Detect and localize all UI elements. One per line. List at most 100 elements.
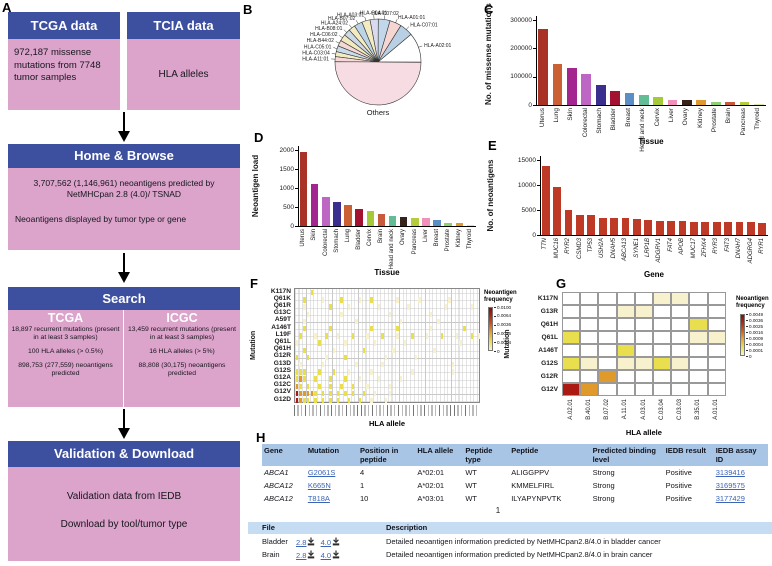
heat-cell xyxy=(671,305,690,318)
file-table-header: File Description xyxy=(248,522,772,534)
download-icon[interactable] xyxy=(332,537,340,546)
heat-cell xyxy=(303,390,306,397)
legend-tick-mark xyxy=(746,350,748,351)
pie-label: HLA-B44:02 xyxy=(307,38,334,44)
heatmap-row-label: G13C xyxy=(273,309,291,317)
heat-cell xyxy=(332,369,336,375)
mutation-link[interactable]: G2061S xyxy=(307,467,336,477)
bar xyxy=(710,101,721,105)
search-title: Search xyxy=(8,287,240,310)
heat-cell xyxy=(689,305,708,318)
bar xyxy=(610,90,620,105)
heat-cell xyxy=(340,311,343,318)
table-column-header: Mutation xyxy=(305,444,358,466)
download-icon[interactable] xyxy=(332,550,340,559)
search-tcga-line2: 100 HLA alleles (> 0.5%) xyxy=(28,348,103,355)
heat-cell xyxy=(355,361,358,368)
legend-tick-label: 0.0025 xyxy=(749,323,764,329)
search-icgc-line1: 13,459 recurrent mutations (present in a… xyxy=(127,326,237,341)
pie-label: HLA-C03:04 xyxy=(302,51,330,57)
mutation-link[interactable]: T818A xyxy=(307,493,330,503)
bar xyxy=(422,218,430,226)
iedb-assay-link[interactable]: 3139416 xyxy=(715,467,745,477)
table-column-header: Gene xyxy=(262,444,306,466)
legend-tick-mark xyxy=(494,333,496,335)
heatmap-row-label: G12R xyxy=(273,352,291,360)
heatmap-row-label: G12C xyxy=(273,381,291,389)
heat-cell xyxy=(299,383,302,390)
bar xyxy=(366,211,375,226)
file-description: Detailed neoantigen information predicte… xyxy=(386,537,661,546)
x-tick-label: B.40.01 xyxy=(586,399,592,420)
bar xyxy=(633,218,641,235)
file-version-link[interactable]: 2.8 xyxy=(296,538,307,547)
heatmap-row-label: A146T xyxy=(271,323,291,331)
heat-cell xyxy=(344,354,347,361)
heat-cell xyxy=(580,331,599,344)
download-icon[interactable] xyxy=(307,550,315,559)
heat-cell xyxy=(562,344,581,357)
heat-cell xyxy=(689,318,708,331)
heat-cell xyxy=(671,292,690,305)
heat-cell xyxy=(303,325,306,332)
file-version-link[interactable]: 2.8 xyxy=(296,551,307,560)
description-column-header: Description xyxy=(386,523,428,532)
heat-cell xyxy=(306,390,310,397)
heat-cell xyxy=(318,383,321,390)
y-axis-title: Mutation xyxy=(250,331,258,361)
pie-leader-line xyxy=(333,47,338,49)
heat-cell xyxy=(437,318,440,325)
tcga-data-body: 972,187 missense mutations from 7748 tum… xyxy=(8,39,120,110)
iedb-assay-link[interactable]: 3177429 xyxy=(715,493,745,503)
legend-tick-mark xyxy=(746,320,748,321)
file-tumor-type: Brain xyxy=(262,550,280,559)
bar xyxy=(690,221,698,235)
pie-leader-line xyxy=(356,20,359,24)
y-tick-mark xyxy=(295,169,298,170)
y-tick-label: 0 xyxy=(528,101,532,109)
heat-cell xyxy=(396,333,399,339)
pagination-page-1[interactable]: 1 xyxy=(495,506,501,515)
heat-cell xyxy=(580,344,599,357)
download-icon[interactable] xyxy=(307,537,315,546)
heat-cell xyxy=(396,297,399,303)
missense-mutations-bar-chart: 0 100000 200000 300000 Uterus Lung Skin Colorec… xyxy=(480,2,772,152)
heat-cell xyxy=(580,370,599,383)
file-version-link[interactable]: 4.0 xyxy=(320,538,332,547)
heat-cell xyxy=(347,304,351,310)
mutation-link[interactable]: K665N xyxy=(307,480,331,490)
x-tick-label: A.11.01 xyxy=(622,399,629,420)
heat-cell xyxy=(344,340,347,346)
results-table-panel: Gene Mutation Position in peptide HLA allel… xyxy=(248,428,772,566)
heat-cell xyxy=(414,354,418,361)
heat-cell xyxy=(321,297,325,303)
heat-cell xyxy=(418,297,421,303)
heat-cell xyxy=(399,318,403,325)
heat-cell xyxy=(598,357,617,370)
legend-title: Neoantigen frequency xyxy=(736,296,769,309)
heat-cell xyxy=(384,397,388,404)
heat-cell xyxy=(318,369,321,375)
table-column-header: IEDB assay ID xyxy=(713,444,768,466)
y-tick-label: 0 xyxy=(290,222,294,230)
heat-cell xyxy=(689,370,708,383)
table-cell: WT xyxy=(463,466,510,479)
bar xyxy=(655,220,664,235)
heat-cell xyxy=(634,370,653,383)
heat-cell xyxy=(321,390,325,397)
heat-cell xyxy=(314,397,317,404)
heat-cell xyxy=(399,376,403,382)
iedb-assay-link[interactable]: 3169575 xyxy=(715,480,745,490)
legend-tick-label: 0.0004 xyxy=(749,341,764,347)
heat-cell xyxy=(351,333,355,339)
bar xyxy=(444,222,452,226)
heat-cell xyxy=(388,383,392,390)
table-row: ABCA12 T818A 10 A*03:01 WT ILYAPYNPVTK Strong P… xyxy=(262,492,768,505)
file-version-link[interactable]: 4.0 xyxy=(320,551,332,560)
table-column-header: HLA allele xyxy=(415,444,464,466)
neoantigens-per-gene-bar-chart: 0 5000 10000 15000 TTN MUC16 RYR2 CSMD3 TP53 USH2… xyxy=(484,140,772,286)
heat-cell xyxy=(562,305,581,318)
heat-cell xyxy=(329,397,332,404)
heat-cell xyxy=(616,318,635,331)
bar xyxy=(322,197,330,226)
